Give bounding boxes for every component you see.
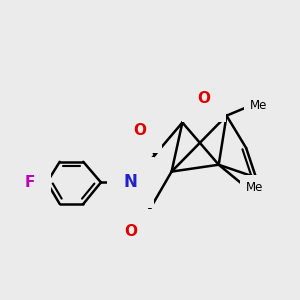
Text: O: O — [197, 92, 211, 106]
Text: F: F — [25, 175, 35, 190]
Text: O: O — [134, 123, 147, 138]
Text: Me: Me — [246, 181, 264, 194]
Text: Me: Me — [250, 99, 268, 112]
Text: O: O — [124, 224, 137, 239]
Text: N: N — [123, 173, 137, 191]
